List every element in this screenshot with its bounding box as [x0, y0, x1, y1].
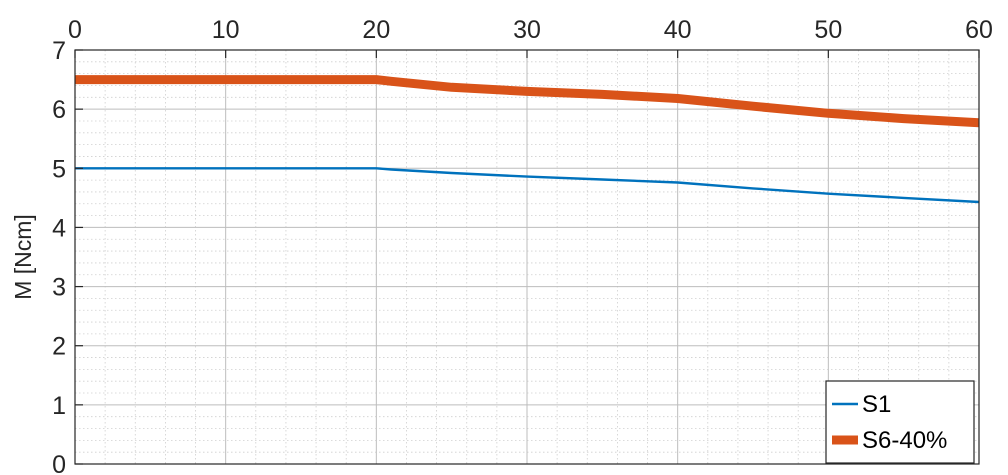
y-tick-label: 2: [52, 333, 66, 361]
y-axis-ticks: 0 1 2 3 4 5 6 7: [52, 37, 83, 475]
series-line-s6-40: [75, 75, 980, 128]
series-layer: [75, 75, 980, 204]
y-tick-label: 5: [52, 155, 66, 183]
y-tick-label: 3: [52, 274, 66, 302]
x-tick-label: 60: [965, 16, 993, 44]
y-tick-label: 7: [52, 37, 66, 65]
legend-label-s1: S1: [862, 391, 891, 418]
legend-label-s6-40: S6-40%: [862, 427, 947, 454]
x-tick-label: 10: [212, 16, 240, 44]
y-axis-label: M [Ncm]: [10, 214, 36, 300]
y-tick-label: 0: [52, 451, 66, 475]
y-tick-label: 1: [52, 392, 66, 420]
series-line-s1: [75, 167, 980, 204]
x-tick-label: 0: [68, 16, 82, 44]
y-tick-label: 6: [52, 96, 66, 124]
legend-box: [825, 380, 975, 464]
y-tick-label: 4: [52, 214, 66, 242]
x-tick-label: 30: [513, 16, 541, 44]
x-tick-label: 40: [664, 16, 692, 44]
x-axis-ticks: 0 10 20 30 40 50 60: [68, 16, 993, 58]
legend: S1 S6-40%: [825, 380, 975, 464]
x-tick-label: 20: [362, 16, 390, 44]
x-tick-label: 50: [814, 16, 842, 44]
